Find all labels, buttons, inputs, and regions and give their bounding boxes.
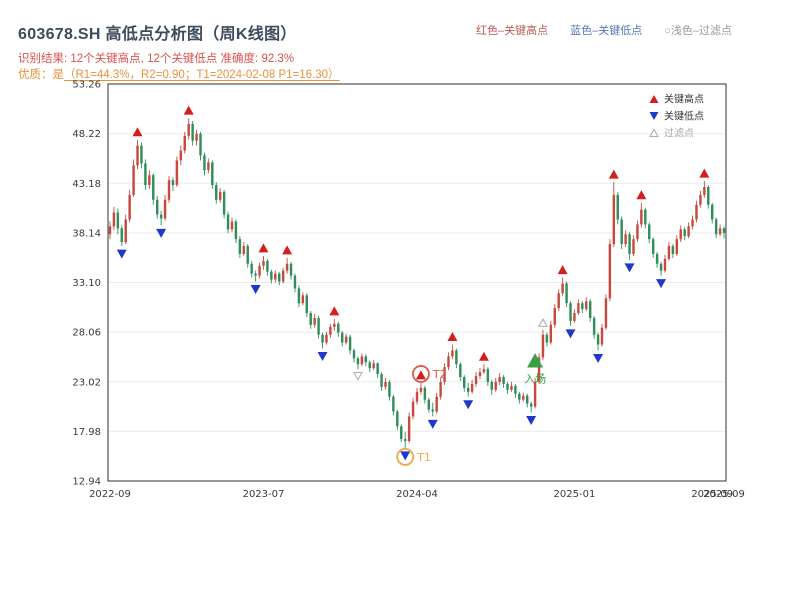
svg-text:2025-09: 2025-09 — [691, 489, 733, 500]
svg-text:关键高点: 关键高点 — [664, 93, 704, 106]
svg-text:12.94: 12.94 — [72, 477, 101, 488]
svg-text:2024-04: 2024-04 — [396, 489, 438, 500]
svg-text:23.02: 23.02 — [72, 377, 101, 388]
key-low-markers — [116, 228, 667, 461]
svg-text:2025-01: 2025-01 — [554, 489, 596, 500]
top-legend-key-low: 蓝色–关键低点 — [570, 25, 643, 37]
svg-text:2022-09: 2022-09 — [89, 489, 131, 500]
svg-text:53.26: 53.26 — [72, 80, 101, 91]
svg-text:38.14: 38.14 — [72, 228, 101, 239]
svg-text:2025-09: 2025-09 — [703, 489, 745, 500]
key-high-markers — [132, 105, 710, 380]
top-legend-filtered: ○浅色–过滤点 — [664, 25, 732, 37]
candles-layer — [108, 118, 726, 448]
page-title: 603678.SH 高低点分析图（周K线图） — [18, 26, 297, 43]
svg-text:入场: 入场 — [524, 371, 546, 385]
svg-text:28.06: 28.06 — [72, 328, 101, 339]
svg-text:T1: T1 — [416, 451, 431, 464]
top-legend-key-high: 红色–关键高点 — [475, 25, 549, 37]
svg-text:17.98: 17.98 — [72, 427, 101, 438]
quality-detail: （R1=44.3%，R2=0.90；T1=2024-02-08 P1=16.30… — [64, 69, 340, 81]
svg-text:2023-07: 2023-07 — [243, 489, 285, 500]
recognition-result-text: 识别结果: 12个关键高点, 12个关键低点 准确度: 92.3% — [18, 53, 295, 65]
filtered-markers — [353, 318, 548, 381]
svg-text:关键低点: 关键低点 — [664, 110, 704, 123]
svg-text:43.18: 43.18 — [72, 179, 101, 190]
top-legend: 红色–关键高点 蓝色–关键低点 ○浅色–过滤点 — [476, 22, 732, 38]
svg-text:33.10: 33.10 — [72, 278, 101, 289]
annotations-layer: T1 T2 入场 — [396, 353, 546, 466]
x-axis-labels: 2022-09 2023-07 2024-04 2025-01 2025-092025-… — [89, 489, 745, 500]
quality-text: 优质：是（R1=44.3%，R2=0.90；T1=2024-02-08 P1=1… — [18, 66, 340, 82]
plot-border — [107, 83, 727, 482]
svg-text:48.22: 48.22 — [72, 129, 101, 140]
y-axis-labels: 53.26 48.22 43.18 38.14 33.10 28.06 23.02 17.98… — [72, 80, 101, 488]
svg-text:T2: T2 — [432, 368, 447, 381]
quality-prefix: 优质：是 — [18, 69, 64, 81]
svg-text:过滤点: 过滤点 — [664, 127, 694, 140]
